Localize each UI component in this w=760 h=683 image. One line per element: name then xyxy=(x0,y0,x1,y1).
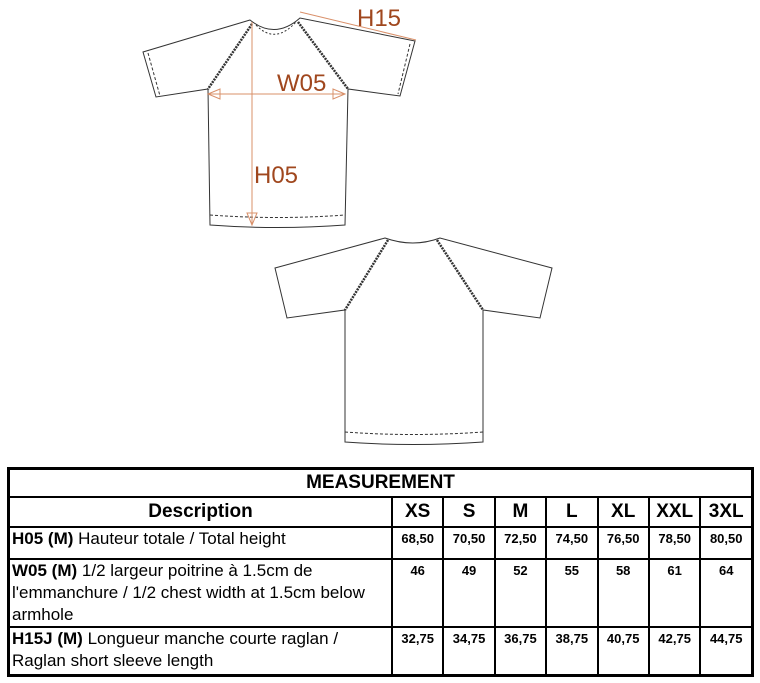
cell: 76,50 xyxy=(596,526,650,560)
size-header: S xyxy=(442,496,496,528)
size-header: XL xyxy=(596,496,650,528)
back-shirt-drawing xyxy=(274,237,553,445)
cell: 72,50 xyxy=(493,526,548,560)
cell: 42,75 xyxy=(647,626,702,676)
size-header: XXL xyxy=(647,496,702,528)
cell: 46 xyxy=(390,558,445,628)
h05-label: H05 xyxy=(254,162,299,189)
row-description: H05 (M) Hauteur totale / Total height xyxy=(7,526,393,560)
cell: 44,75 xyxy=(699,626,754,676)
cell: 38,75 xyxy=(545,626,599,676)
cell: 78,50 xyxy=(647,526,702,560)
cell: 70,50 xyxy=(442,526,496,560)
garment-diagrams xyxy=(142,11,553,445)
front-shirt-drawing xyxy=(142,17,416,228)
measurement-table: MEASUREMENT Description XS S M L XL XXL … xyxy=(7,467,754,677)
row-description: W05 (M) 1/2 largeur poitrine à 1.5cm de … xyxy=(7,558,393,628)
cell: 61 xyxy=(647,558,702,628)
size-header: XS xyxy=(390,496,445,528)
cell: 36,75 xyxy=(493,626,548,676)
table-row: W05 (M) 1/2 largeur poitrine à 1.5cm de … xyxy=(7,558,754,628)
cell: 55 xyxy=(545,558,599,628)
size-header: 3XL xyxy=(699,496,754,528)
size-header: M xyxy=(493,496,548,528)
cell: 74,50 xyxy=(545,526,599,560)
row-description: H15J (M) Longueur manche courte raglan /… xyxy=(7,626,393,676)
table-title: MEASUREMENT xyxy=(7,467,754,498)
cell: 64 xyxy=(699,558,754,628)
cell: 40,75 xyxy=(596,626,650,676)
w05-label: W05 xyxy=(277,70,327,97)
h15-label: H15 xyxy=(357,5,402,32)
size-header: L xyxy=(545,496,599,528)
description-header: Description xyxy=(7,496,393,528)
cell: 80,50 xyxy=(699,526,754,560)
cell: 34,75 xyxy=(442,626,496,676)
cell: 52 xyxy=(493,558,548,628)
table-row: H05 (M) Hauteur totale / Total height 68… xyxy=(7,526,754,560)
cell: 32,75 xyxy=(390,626,445,676)
cell: 58 xyxy=(596,558,650,628)
table-row: H15J (M) Longueur manche courte raglan /… xyxy=(7,626,754,676)
measurement-arrows xyxy=(206,11,417,227)
cell: 68,50 xyxy=(390,526,445,560)
cell: 49 xyxy=(442,558,496,628)
